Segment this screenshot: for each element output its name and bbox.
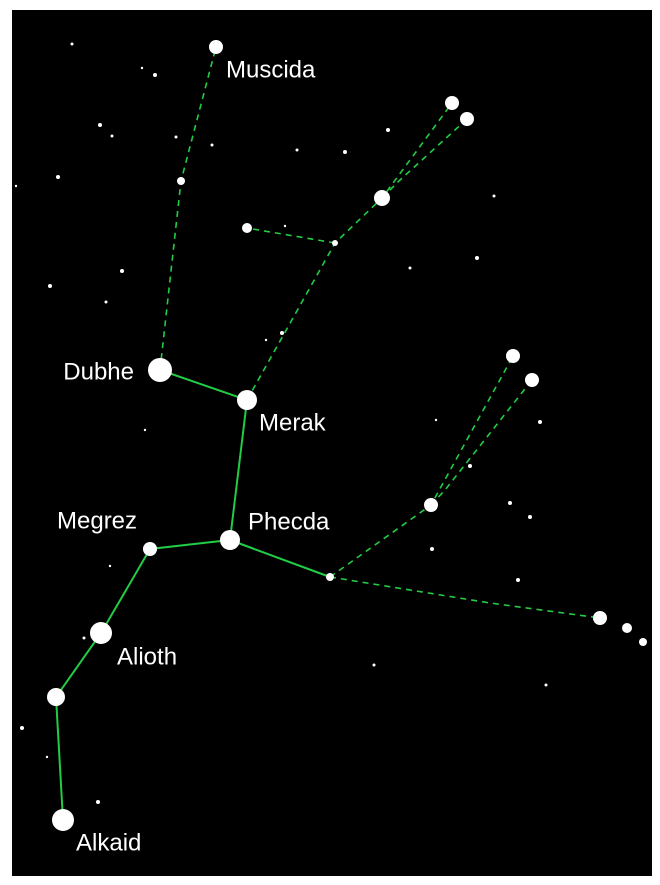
star [52, 809, 74, 831]
faint-star [110, 134, 114, 138]
faint-star [372, 663, 376, 667]
faint-star [120, 269, 124, 273]
faint-star [20, 726, 24, 730]
star [525, 373, 539, 387]
star [220, 530, 240, 550]
dashed-line [246, 227, 336, 244]
star [148, 358, 172, 382]
faint-star [516, 578, 520, 582]
faint-star [492, 194, 496, 198]
faint-star [174, 135, 178, 139]
faint-star [468, 464, 472, 468]
star [90, 622, 112, 644]
star-label: Alioth [117, 643, 177, 670]
faint-star [143, 428, 147, 432]
star [506, 349, 520, 363]
sky [12, 10, 652, 876]
star [242, 223, 252, 233]
faint-star [386, 128, 390, 132]
star [177, 177, 185, 185]
faint-star [544, 683, 548, 687]
faint-star [45, 755, 49, 759]
star [622, 623, 632, 633]
stars [47, 40, 647, 831]
solid-line [229, 539, 331, 578]
dashed-line [246, 102, 453, 401]
faint-star [343, 150, 347, 154]
star-label: Megrez [57, 507, 137, 534]
dashed-line [430, 379, 533, 506]
faint-star [140, 66, 144, 70]
star-label: Dubhe [63, 358, 134, 385]
faint-star [56, 175, 60, 179]
star-label: Muscida [226, 56, 316, 83]
star [209, 40, 223, 54]
faint-star [14, 184, 18, 188]
star-label: Merak [259, 409, 327, 436]
star [47, 688, 65, 706]
faint-star [408, 266, 412, 270]
faint-star [48, 284, 52, 288]
faint-star [96, 800, 100, 804]
faint-star [70, 42, 74, 46]
star-label: Phecda [248, 508, 330, 535]
star [593, 611, 607, 625]
dashed-line [329, 576, 601, 619]
faint-star [528, 515, 532, 519]
star [445, 96, 459, 110]
faint-star [280, 331, 284, 335]
faint-star [475, 256, 479, 260]
faint-star [264, 338, 268, 342]
faint-star [153, 73, 157, 77]
faint-star [508, 501, 512, 505]
faint-star [108, 564, 112, 568]
star [326, 573, 334, 581]
star-labels: Muscida Dubhe Merak Megrez Phecda Alioth… [57, 56, 330, 856]
star [332, 240, 338, 246]
faint-star [434, 418, 438, 422]
faint-star [104, 300, 108, 304]
faint-star [430, 547, 434, 551]
star [374, 190, 390, 206]
faint-star [538, 420, 542, 424]
star [237, 390, 257, 410]
faint-star [82, 636, 86, 640]
faint-stars [14, 42, 548, 804]
faint-star [98, 123, 102, 127]
star [143, 542, 157, 556]
star [424, 498, 438, 512]
star [460, 112, 474, 126]
star-label: Alkaid [76, 829, 141, 856]
dashed-line [381, 118, 468, 199]
faint-star [283, 224, 287, 228]
star [639, 638, 647, 646]
faint-star [295, 148, 299, 152]
faint-star [210, 143, 214, 147]
